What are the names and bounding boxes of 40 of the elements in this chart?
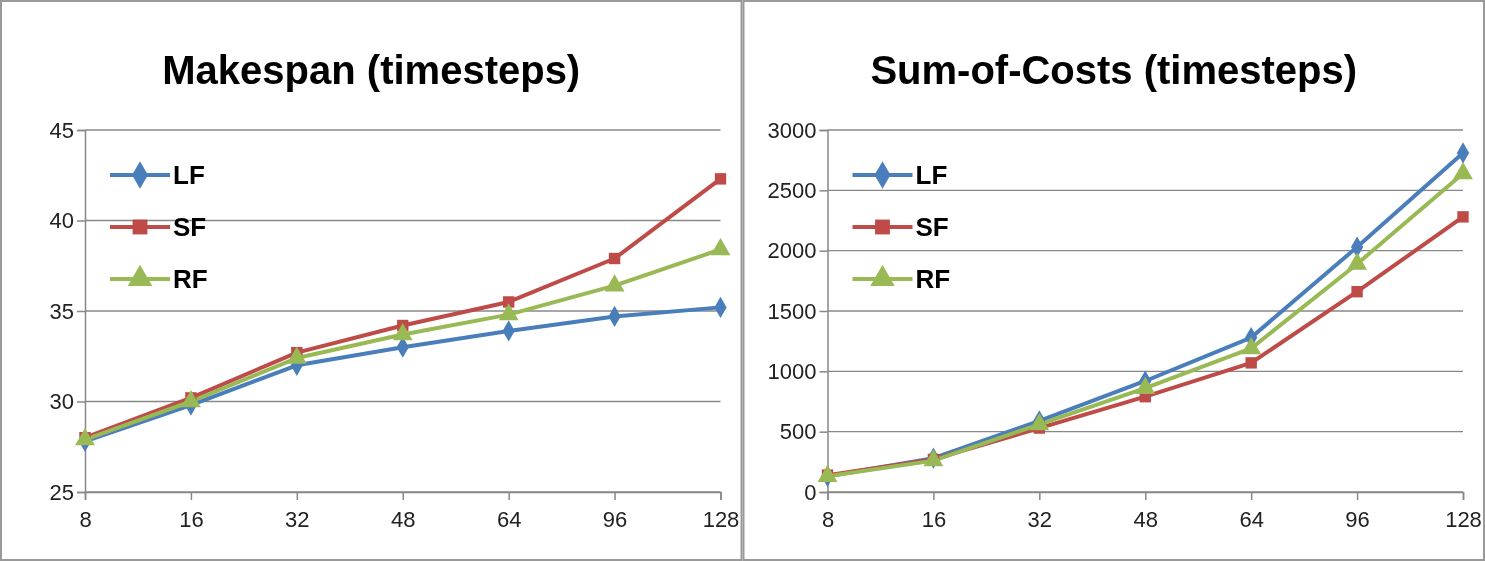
y-tick-label: 1500 bbox=[767, 298, 817, 324]
x-tick-label: 96 bbox=[602, 507, 628, 533]
legend-label: RF bbox=[915, 264, 951, 294]
y-tick-label: 500 bbox=[779, 419, 817, 445]
legend-label: SF bbox=[173, 212, 207, 242]
x-tick-label: 48 bbox=[1133, 507, 1158, 533]
point bbox=[502, 296, 515, 308]
point bbox=[714, 173, 727, 185]
x-tick-label: 64 bbox=[496, 507, 522, 533]
y-tick-label: 25 bbox=[49, 479, 74, 505]
x-tick-label: 48 bbox=[391, 507, 416, 533]
y-tick-label: 30 bbox=[49, 389, 74, 415]
point bbox=[1457, 211, 1469, 223]
y-tick-label: 1000 bbox=[767, 358, 817, 384]
chart-title: Makespan (timesteps) bbox=[162, 48, 581, 92]
legend-label: RF bbox=[173, 264, 208, 294]
point bbox=[608, 252, 621, 265]
x-tick-label: 8 bbox=[79, 507, 92, 533]
x-tick-label: 128 bbox=[1445, 507, 1482, 533]
y-tick-label: 45 bbox=[49, 117, 74, 143]
point bbox=[1245, 357, 1257, 369]
x-tick-label: 16 bbox=[921, 507, 947, 533]
x-tick-label: 64 bbox=[1239, 507, 1264, 533]
y-tick-label: 2500 bbox=[767, 177, 817, 203]
legend-label: SF bbox=[915, 212, 949, 242]
x-tick-label: 16 bbox=[179, 507, 204, 533]
legend-label: LF bbox=[173, 160, 205, 190]
x-tick-label: 128 bbox=[702, 507, 740, 533]
x-tick-label: 32 bbox=[1027, 507, 1053, 533]
y-tick-label: 3000 bbox=[767, 117, 817, 143]
y-tick-label: 0 bbox=[804, 479, 817, 505]
legend-label: LF bbox=[915, 160, 948, 190]
y-tick-label: 2000 bbox=[767, 238, 817, 264]
x-tick-label: 32 bbox=[285, 507, 310, 533]
chart-title: Sum-of-Costs (timesteps) bbox=[870, 48, 1358, 92]
point bbox=[1351, 285, 1363, 298]
y-tick-label: 35 bbox=[49, 298, 74, 324]
x-tick-label: 96 bbox=[1345, 507, 1370, 533]
y-tick-label: 40 bbox=[49, 208, 74, 234]
x-tick-label: 8 bbox=[821, 507, 835, 533]
